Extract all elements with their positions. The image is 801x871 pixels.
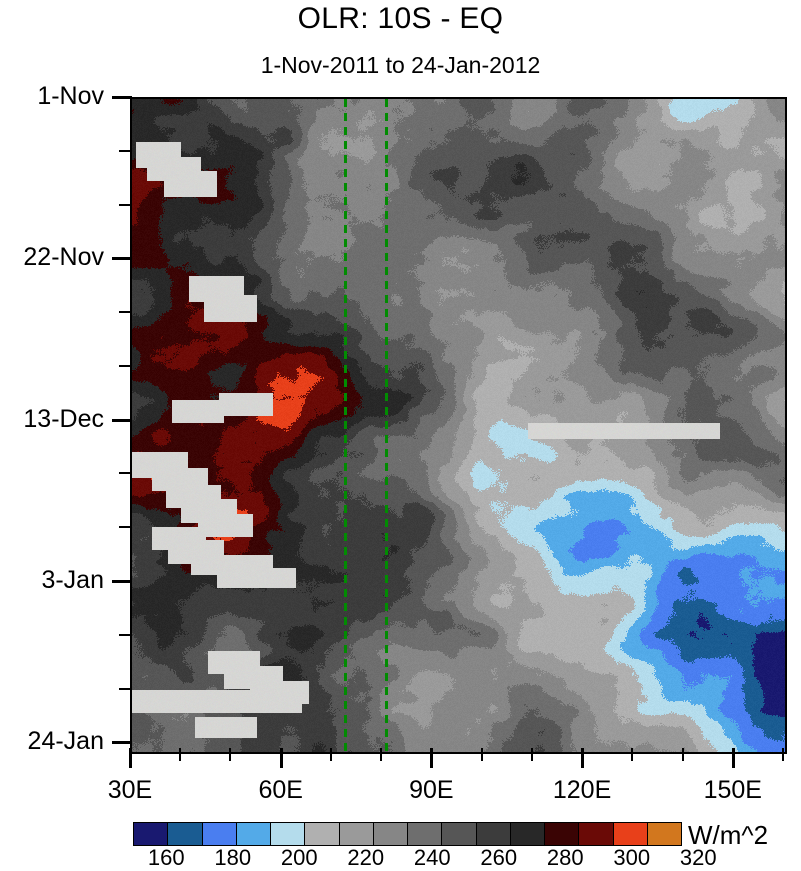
x-tick-major	[731, 748, 735, 768]
colorbar-swatch	[475, 823, 510, 845]
y-tick-minor	[119, 633, 132, 636]
colorbar-swatch	[441, 823, 476, 845]
colorbar-swatch	[646, 823, 681, 845]
x-tick-label: 120E	[552, 776, 612, 804]
colorbar-units-label: W/m^2	[688, 820, 769, 850]
x-tick-major	[129, 748, 132, 768]
y-tick-minor	[119, 687, 132, 690]
olr-contour-field	[132, 99, 785, 752]
x-tick-major	[430, 748, 434, 768]
colorbar-swatch	[407, 823, 442, 845]
colorbar-swatch	[372, 823, 407, 845]
x-tick-label: 30E	[107, 776, 153, 804]
y-tick-minor	[119, 364, 132, 367]
y-tick-minor	[119, 203, 132, 206]
colorbar-swatch	[612, 823, 647, 845]
y-tick-major	[112, 741, 132, 745]
y-tick-minor	[119, 526, 132, 529]
colorbar-tick-label: 180	[214, 845, 252, 870]
y-tick-label: 1-Nov	[37, 82, 104, 110]
x-tick-minor	[530, 748, 533, 761]
colorbar-swatch	[578, 823, 613, 845]
colorbar-tick-label: 220	[347, 845, 385, 870]
colorbar	[133, 822, 682, 846]
y-tick-minor	[119, 472, 132, 475]
colorbar-tick-label: 280	[546, 845, 584, 870]
colorbar-swatch	[544, 823, 579, 845]
x-tick-major	[279, 748, 283, 768]
x-tick-minor	[681, 748, 684, 761]
colorbar-swatch	[201, 823, 236, 845]
colorbar-swatch	[338, 823, 373, 845]
colorbar-tick-label: 200	[280, 845, 318, 870]
x-tick-minor	[782, 748, 784, 761]
x-tick-minor	[179, 748, 182, 761]
hovmoller-plot-area	[130, 97, 787, 754]
x-tick-label: 60E	[258, 776, 303, 804]
page-subtitle: 1-Nov-2011 to 24-Jan-2012	[260, 52, 541, 78]
x-tick-minor	[631, 748, 634, 761]
colorbar-swatch	[270, 823, 305, 845]
y-tick-minor	[119, 311, 132, 314]
colorbar-tick-label: 240	[413, 845, 451, 870]
y-tick-label: 13-Dec	[23, 404, 104, 433]
x-tick-label: 90E	[409, 776, 454, 804]
x-tick-major	[581, 748, 585, 768]
x-tick-label: 150E	[703, 776, 762, 804]
colorbar-swatch	[134, 823, 168, 845]
y-tick-major	[112, 418, 132, 422]
x-tick-minor	[329, 748, 332, 761]
y-tick-major	[112, 257, 132, 261]
x-tick-minor	[380, 748, 383, 761]
y-tick-minor	[119, 149, 132, 152]
x-tick-minor	[480, 748, 483, 761]
page-title: OLR: 10S - EQ	[297, 2, 504, 35]
colorbar-swatch	[235, 823, 270, 845]
green-marker-right	[385, 99, 389, 752]
y-tick-label: 3-Jan	[41, 565, 104, 594]
colorbar-tick-label: 160	[147, 845, 185, 870]
x-tick-minor	[229, 748, 232, 761]
y-tick-major	[112, 579, 132, 583]
y-tick-label: 22-Nov	[23, 243, 104, 272]
y-tick-label: 24-Jan	[27, 727, 104, 756]
green-marker-left	[344, 99, 348, 752]
colorbar-swatch	[167, 823, 202, 845]
colorbar-swatch	[509, 823, 544, 845]
colorbar-tick-label: 260	[480, 845, 518, 870]
colorbar-swatch	[304, 823, 339, 845]
colorbar-tick-label: 300	[613, 845, 651, 870]
y-tick-major	[112, 96, 132, 99]
